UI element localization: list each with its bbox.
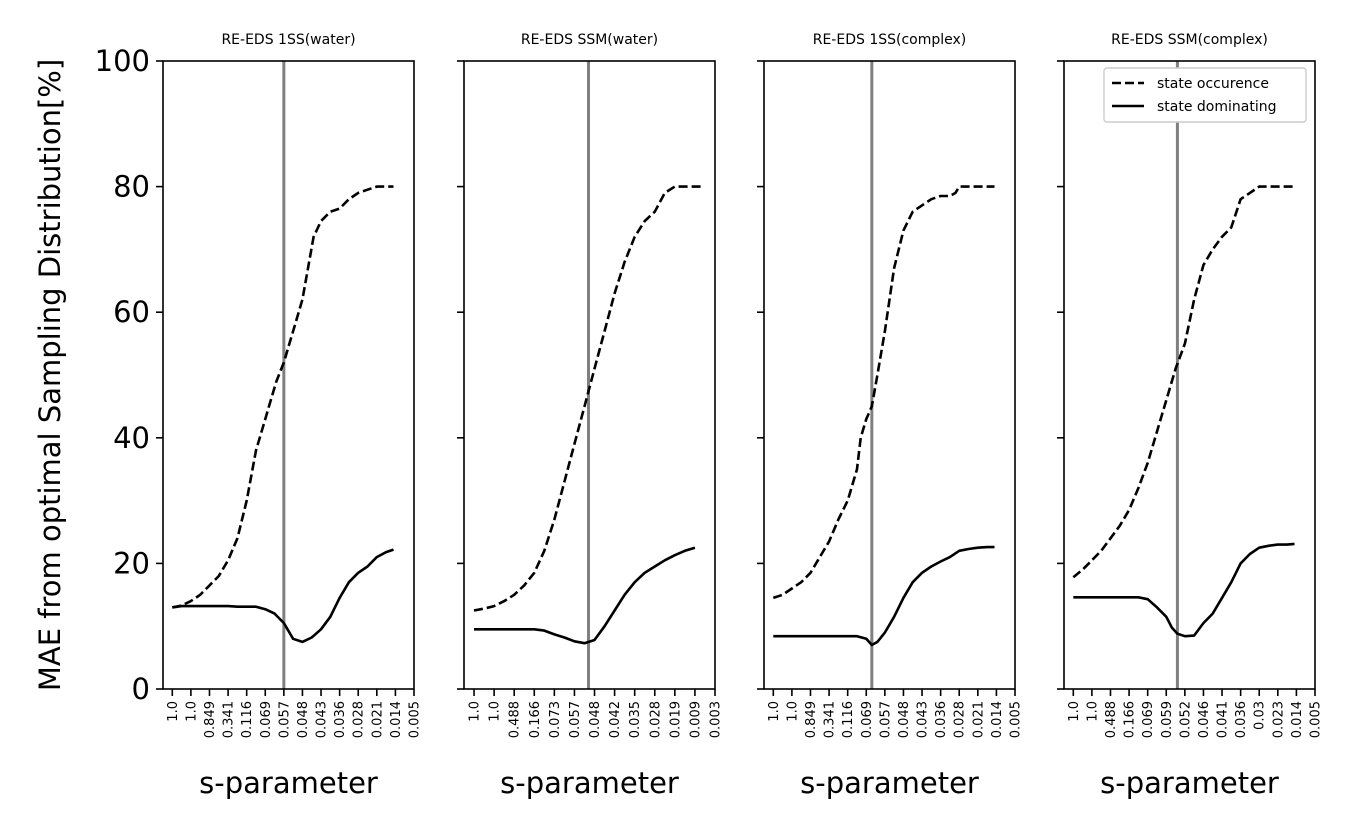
x-tick-label: 0.005 [408, 701, 423, 738]
chart-panel-4: RE-EDS SSM(complex) 1.0 1.0 0.488 0.166 0.069… [1057, 32, 1324, 800]
x-tick-label: 1.0 [1085, 701, 1100, 722]
x-tick-label: 0.028 [953, 701, 968, 738]
legend-box [1103, 67, 1307, 123]
series-line-state-occurence [1072, 185, 1295, 579]
plot-frame [162, 60, 415, 690]
x-tick-label: 0.073 [548, 701, 563, 738]
x-tick-label: 0.166 [528, 701, 543, 738]
x-tick-label: 0.059 [1160, 701, 1175, 738]
series-line-state-occurence [772, 185, 995, 600]
x-axis-label: s-parameter [199, 766, 378, 800]
y-tick-label: 100 [95, 44, 150, 78]
x-tick-label: 0.014 [389, 701, 404, 738]
x-tick-label: 0.057 [568, 701, 583, 738]
x-tick-label: 0.048 [897, 701, 912, 738]
chart-title: RE-EDS SSM(complex) [1111, 32, 1268, 48]
x-tick-label: 0.028 [648, 701, 663, 738]
x-tick-label: 0.057 [878, 701, 893, 738]
chart-panel-1: RE-EDS 1SS(water) 0 20 40 60 80 100 1.0 1.0 0.849… [95, 32, 423, 800]
x-tick-label: 0.069 [1141, 701, 1156, 738]
x-tick-label: 0.849 [804, 701, 819, 738]
x-tick-label: 0.036 [333, 701, 348, 738]
x-tick-label: 0.014 [1290, 701, 1305, 738]
plot-frame [1063, 60, 1316, 690]
x-tick-label: 0.048 [296, 701, 311, 738]
x-tick-label: 0.036 [1234, 701, 1249, 738]
x-tick-label: 1.0 [468, 701, 483, 722]
plot-frame [763, 60, 1016, 690]
x-tick-label: 0.166 [1123, 701, 1138, 738]
x-axis-label: s-parameter [800, 766, 979, 800]
legend-label: state occurence [1157, 76, 1269, 92]
series-line-state-dominating [1073, 542, 1295, 638]
x-tick-label: 0.488 [508, 701, 523, 738]
x-tick-label: 0.849 [203, 701, 218, 738]
x-tick-label: 0.069 [860, 701, 875, 738]
x-tick-label: 1.0 [166, 701, 181, 722]
x-tick-label: 0.03 [1253, 701, 1268, 730]
chart-title: RE-EDS 1SS(complex) [813, 32, 967, 48]
chart-title: RE-EDS 1SS(water) [221, 32, 355, 48]
x-tick-label: 0.043 [315, 701, 330, 738]
series-line-state-occurence [172, 185, 394, 609]
x-tick-label: 1.0 [488, 701, 503, 722]
x-tick-label: 0.009 [688, 701, 703, 738]
chart-panel-2: RE-EDS SSM(water) 1.0 1.0 0.488 0.166 0.073 0.… [457, 32, 724, 800]
series-line-state-dominating [773, 545, 995, 647]
x-tick-label: 0.041 [1216, 701, 1231, 738]
x-tick-label: 0.035 [628, 701, 643, 738]
series-line-state-dominating [474, 546, 696, 645]
x-tick-label: 0.005 [1009, 701, 1024, 738]
x-tick-label: 0.021 [971, 701, 986, 738]
x-tick-label: 0.052 [1178, 701, 1193, 738]
x-tick-label: 0.003 [709, 701, 724, 738]
x-tick-label: 0.057 [277, 701, 292, 738]
x-tick-label: 1.0 [184, 701, 199, 722]
x-tick-label: 0.014 [990, 701, 1005, 738]
chart-panel-3: RE-EDS 1SS(complex) 1.0 1.0 0.849 0.341 0.116… [757, 32, 1024, 800]
x-tick-label: 0.028 [352, 701, 367, 738]
x-tick-label: 0.069 [259, 701, 274, 738]
x-tick-label: 0.488 [1104, 701, 1119, 738]
legend-label: state dominating [1157, 99, 1277, 115]
y-tick-label: 20 [113, 546, 150, 580]
series-line-state-dominating [172, 548, 394, 644]
y-tick-label: 0 [132, 672, 150, 706]
x-tick-label: 0.341 [222, 701, 237, 738]
x-tick-label: 1.0 [785, 701, 800, 722]
legend: state occurence state dominating [1103, 67, 1307, 123]
x-tick-label: 0.116 [841, 701, 856, 738]
series-line-state-occurence [473, 185, 701, 612]
chart-title: RE-EDS SSM(water) [521, 32, 658, 48]
plot-frame [463, 60, 716, 690]
x-tick-label: 0.036 [934, 701, 949, 738]
x-tick-label: 0.021 [370, 701, 385, 738]
x-tick-label: 0.043 [916, 701, 931, 738]
x-tick-label: 0.116 [240, 701, 255, 738]
x-axis-label: s-parameter [500, 766, 679, 800]
x-tick-label: 0.042 [608, 701, 623, 738]
y-tick-label: 40 [113, 421, 150, 455]
y-tick-label: 60 [113, 295, 150, 329]
x-tick-label: 0.019 [668, 701, 683, 738]
x-tick-label: 0.048 [588, 701, 603, 738]
x-tick-label: 0.341 [823, 701, 838, 738]
y-axis-label: MAE from optimal Sampling Distribution[%… [33, 59, 67, 691]
x-tick-label: 1.0 [1067, 701, 1082, 722]
x-tick-label: 1.0 [767, 701, 782, 722]
y-tick-label: 80 [113, 170, 150, 204]
x-tick-label: 0.005 [1309, 701, 1324, 738]
x-tick-label: 0.023 [1271, 701, 1286, 738]
x-tick-label: 0.046 [1197, 701, 1212, 738]
x-axis-label: s-parameter [1100, 766, 1279, 800]
